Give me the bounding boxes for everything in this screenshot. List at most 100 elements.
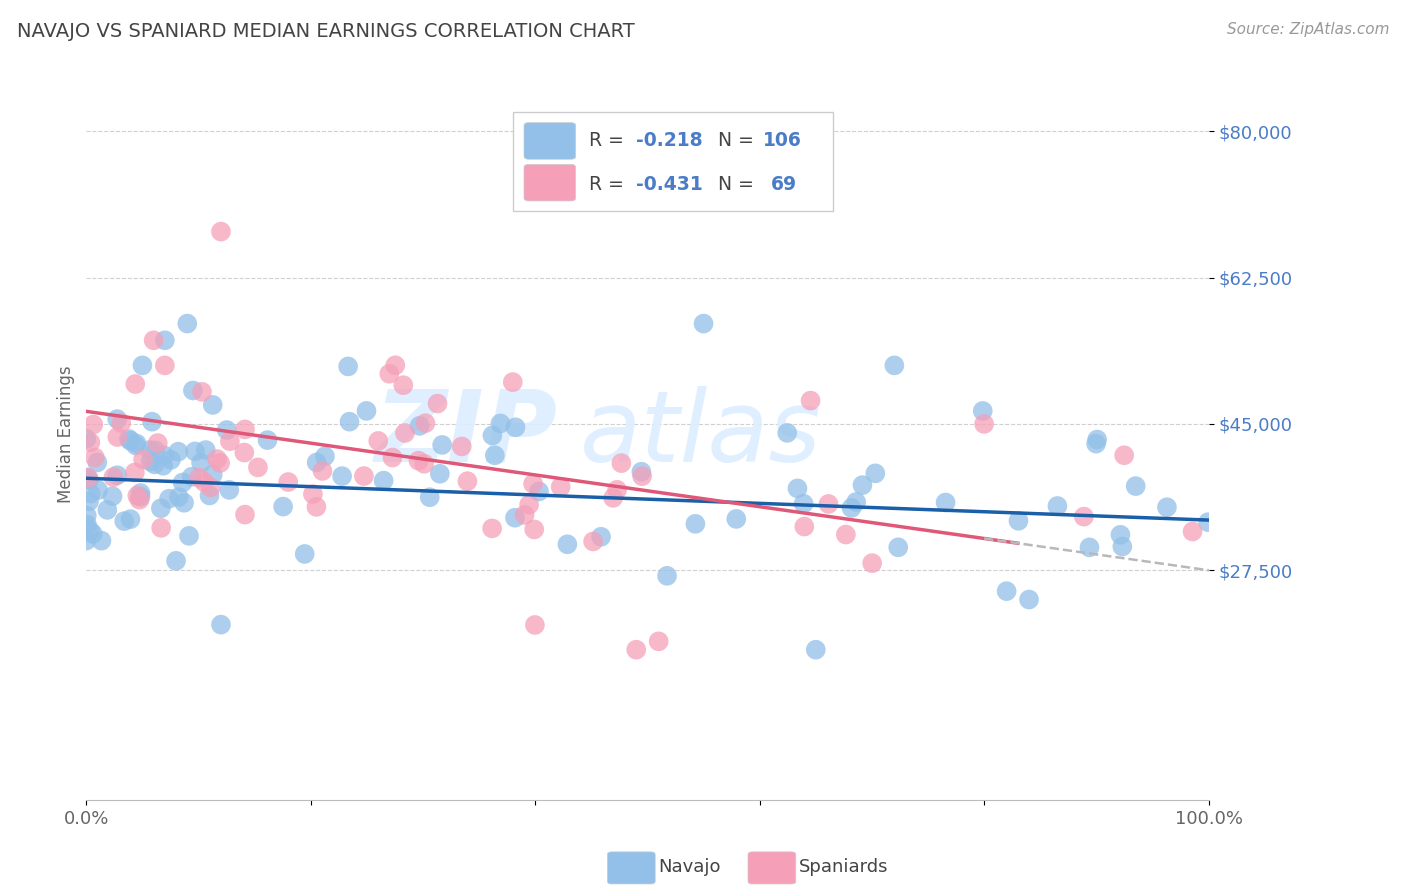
Point xyxy=(786,482,808,496)
Text: 106: 106 xyxy=(763,131,801,151)
Point xyxy=(373,474,395,488)
Point xyxy=(82,417,104,432)
Point xyxy=(79,486,101,500)
Point xyxy=(353,469,375,483)
Point xyxy=(205,452,228,467)
Point xyxy=(935,495,957,509)
Point xyxy=(209,456,232,470)
Point xyxy=(75,470,97,484)
Point xyxy=(103,470,125,484)
Point xyxy=(1007,514,1029,528)
Point xyxy=(277,475,299,489)
Point xyxy=(419,490,441,504)
Point xyxy=(87,483,110,497)
Point xyxy=(118,432,141,446)
Text: R =: R = xyxy=(589,131,630,151)
Point xyxy=(149,501,172,516)
Point xyxy=(167,444,190,458)
Point xyxy=(191,384,214,399)
Point xyxy=(1018,592,1040,607)
Point xyxy=(153,359,176,373)
Point xyxy=(181,384,204,398)
Point xyxy=(1078,541,1101,555)
Text: Source: ZipAtlas.com: Source: ZipAtlas.com xyxy=(1226,22,1389,37)
Point xyxy=(160,453,183,467)
Point xyxy=(378,367,401,381)
Point xyxy=(1125,479,1147,493)
Point xyxy=(139,455,162,469)
Point xyxy=(606,483,628,497)
Y-axis label: Median Earnings: Median Earnings xyxy=(58,366,75,503)
Point xyxy=(776,425,799,440)
Point xyxy=(173,496,195,510)
Point xyxy=(426,396,449,410)
Point xyxy=(124,377,146,392)
Point xyxy=(860,556,883,570)
Point xyxy=(77,471,100,485)
Point xyxy=(591,530,613,544)
Point xyxy=(128,492,150,507)
Point xyxy=(523,618,546,632)
Text: N =: N = xyxy=(718,175,761,194)
Point xyxy=(127,489,149,503)
Point xyxy=(610,456,633,470)
Point xyxy=(800,393,823,408)
Point xyxy=(167,490,190,504)
Text: NAVAJO VS SPANIARD MEDIAN EARNINGS CORRELATION CHART: NAVAJO VS SPANIARD MEDIAN EARNINGS CORRE… xyxy=(17,22,634,41)
Point xyxy=(129,490,152,504)
Point xyxy=(124,466,146,480)
Point xyxy=(141,415,163,429)
Point xyxy=(233,422,256,436)
Point xyxy=(513,508,536,522)
Point xyxy=(602,491,624,505)
Point xyxy=(201,467,224,482)
Point xyxy=(209,225,232,239)
Text: R =: R = xyxy=(589,175,630,194)
Point xyxy=(150,521,173,535)
Point xyxy=(101,489,124,503)
Point xyxy=(131,359,153,373)
Point xyxy=(96,503,118,517)
Point xyxy=(142,333,165,347)
Point xyxy=(143,458,166,472)
Point xyxy=(972,404,994,418)
Point xyxy=(110,416,132,430)
Point xyxy=(793,497,815,511)
Point xyxy=(851,478,873,492)
Point xyxy=(489,417,512,431)
Point xyxy=(973,417,995,431)
Point xyxy=(271,500,294,514)
Text: Navajo: Navajo xyxy=(658,858,720,876)
Point xyxy=(517,498,540,512)
Point xyxy=(505,420,527,434)
Point xyxy=(188,470,211,484)
Point xyxy=(125,436,148,450)
Point xyxy=(215,423,238,437)
Point xyxy=(550,480,572,494)
Point xyxy=(79,524,101,538)
Point xyxy=(146,436,169,450)
Point xyxy=(415,416,437,430)
Point xyxy=(305,500,328,514)
Point xyxy=(430,438,453,452)
Point xyxy=(105,468,128,483)
Point xyxy=(314,450,336,464)
Point xyxy=(817,497,839,511)
Point xyxy=(120,512,142,526)
Point xyxy=(381,450,404,465)
Point xyxy=(194,443,217,458)
Point xyxy=(725,512,748,526)
Point xyxy=(481,521,503,535)
Point xyxy=(793,519,815,533)
Point xyxy=(685,516,707,531)
Point xyxy=(804,642,827,657)
Point xyxy=(887,541,910,555)
Point xyxy=(83,450,105,465)
Point xyxy=(835,527,858,541)
Point xyxy=(218,434,240,449)
Point xyxy=(125,438,148,452)
Point xyxy=(76,508,98,523)
Point xyxy=(218,483,240,497)
Point xyxy=(1073,509,1095,524)
Point xyxy=(883,359,905,373)
